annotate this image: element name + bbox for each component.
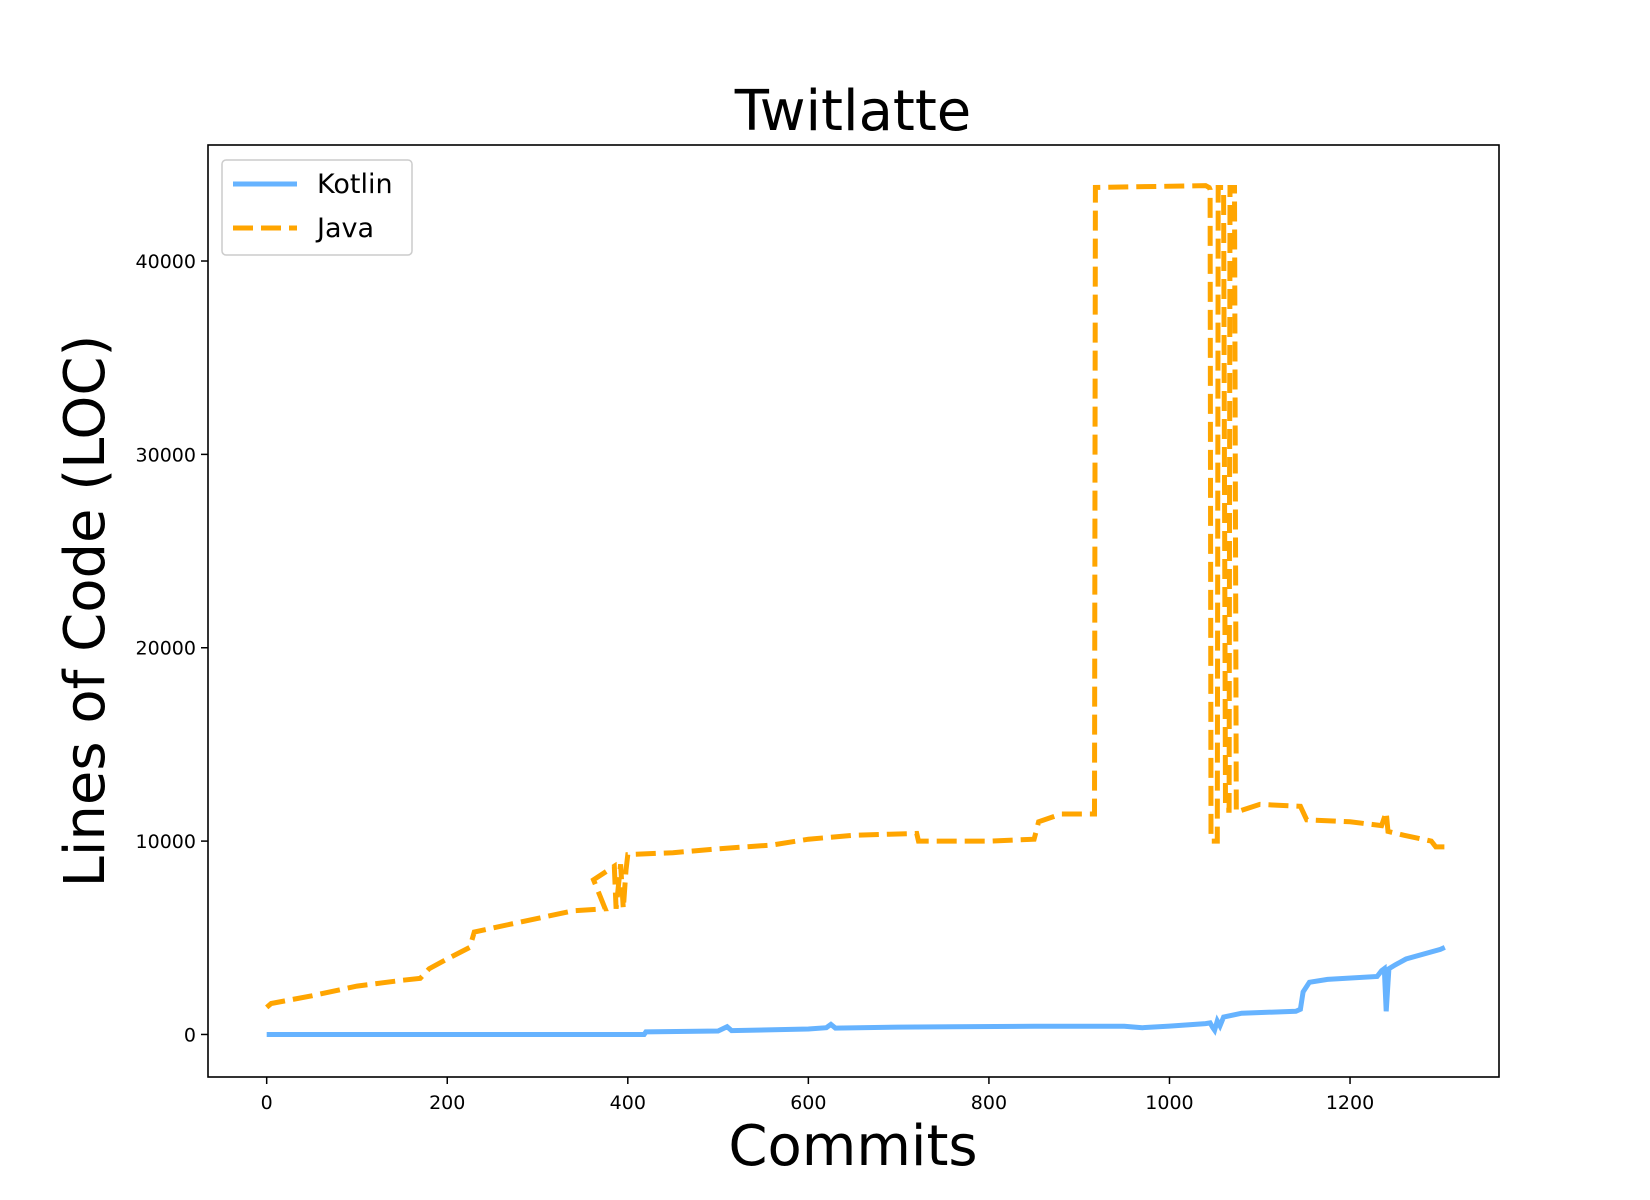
- y-tick-label: 0: [184, 1024, 196, 1046]
- chart-title: Twitlatte: [734, 79, 972, 144]
- series-line-kotlin: [266, 945, 1446, 1037]
- y-tick-label: 30000: [136, 444, 196, 466]
- legend-label-java: Java: [315, 213, 374, 244]
- x-tick-label: 1000: [1145, 1092, 1193, 1114]
- legend-label-kotlin: Kotlin: [317, 169, 393, 200]
- x-tick-label: 600: [790, 1092, 826, 1114]
- plot-lines: [265, 183, 1446, 1037]
- legend: Kotlin Java: [221, 159, 413, 256]
- y-tick-label: 10000: [136, 831, 196, 853]
- y-axis-ticks: 0 10000 20000 30000 40000: [136, 251, 208, 1046]
- series-line-java: [265, 183, 1445, 1010]
- x-tick-label: 200: [429, 1092, 465, 1114]
- x-tick-label: 400: [610, 1092, 646, 1114]
- x-tick-label: 0: [261, 1092, 273, 1114]
- y-axis-label: Lines of Code (LOC): [53, 335, 118, 888]
- plot-frame: [207, 144, 1500, 1078]
- x-axis-label: Commits: [728, 1114, 977, 1179]
- x-tick-label: 1200: [1326, 1092, 1374, 1114]
- x-tick-label: 800: [971, 1092, 1007, 1114]
- y-tick-label: 40000: [136, 251, 196, 273]
- x-axis-ticks: 0 200 400 600 800 1000 1200: [261, 1077, 1374, 1114]
- y-tick-label: 20000: [136, 638, 196, 660]
